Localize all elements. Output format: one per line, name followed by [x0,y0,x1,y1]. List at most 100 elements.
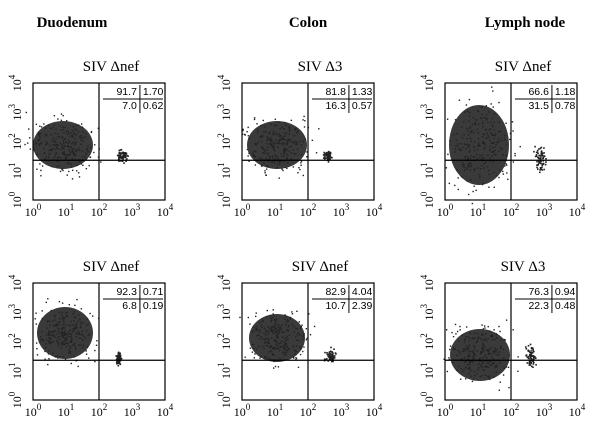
event-dot [63,332,65,334]
event-dot [464,166,466,169]
event-dot [74,138,76,140]
event-dot [119,355,122,358]
event-dot [485,129,487,131]
event-dot [116,355,118,357]
tick-exponent: 1 [279,202,284,212]
event-dot [288,139,291,141]
tick-base: 10 [219,309,233,321]
event-dot [266,337,269,340]
event-dot [72,141,74,143]
event-dot [491,124,494,126]
event-dot [96,340,98,342]
event-dot [277,160,279,162]
event-dot [66,154,69,156]
event-dot [467,164,469,166]
event-dot [275,328,277,330]
event-dot [542,157,544,160]
event-dot [333,355,336,357]
event-dot [261,135,263,138]
event-dot [71,178,74,180]
event-dot [48,330,50,332]
event-dot [249,347,252,349]
event-dot [68,349,70,351]
tick-exponent: 4 [581,202,586,212]
event-dot [512,130,514,132]
event-dot [247,155,249,157]
event-dot [262,119,264,122]
event-dot [70,146,72,148]
event-dot [78,337,81,339]
event-dot [507,366,510,369]
event-dot [75,150,77,153]
event-dot [64,158,67,160]
event-dot [474,169,476,171]
tick-exponent: 1 [419,363,429,368]
event-dot [491,117,494,119]
x-tick-label: 102 [91,402,108,419]
event-dot [62,317,65,320]
event-dot [119,363,122,366]
event-dot [76,298,78,301]
event-dot [267,160,270,162]
event-dot [278,326,280,328]
event-dot [268,132,270,135]
event-dot [56,355,58,358]
event-dot [309,333,312,336]
y-tick-label: 104 [419,74,436,91]
event-dot [285,315,288,318]
event-dot [59,317,61,320]
event-dot [530,362,532,365]
event-dot [477,138,480,140]
event-dot [62,334,64,337]
event-dot [255,325,258,328]
event-dot [477,144,479,147]
event-dot [465,326,468,328]
event-dot [542,162,545,165]
event-dot [47,332,50,335]
tick-base: 10 [10,367,24,379]
event-dot [75,134,78,136]
event-dot [514,154,516,157]
event-dot [299,140,301,143]
tick-base: 10 [422,279,436,291]
event-dot [29,137,31,139]
event-dot [262,147,264,150]
event-dot [260,324,263,327]
event-dot [469,331,471,334]
event-dot [326,155,329,157]
event-dot [492,338,494,341]
event-dot [70,362,73,365]
event-dot [300,347,302,350]
event-dot [36,153,38,155]
event-dot [285,124,288,127]
event-dot [69,341,72,344]
event-dot [505,122,507,124]
tick-base: 10 [333,405,345,419]
event-dot [82,131,84,133]
event-dot [483,116,486,119]
cell-population [249,314,305,362]
event-dot [256,142,259,145]
event-dot [468,360,471,363]
event-dot [255,143,257,145]
event-dot [499,381,501,383]
event-dot [68,146,70,148]
event-dot [299,327,302,329]
event-dot [78,147,80,149]
tick-base: 10 [10,338,24,350]
event-dot [327,161,330,163]
event-dot [498,176,500,179]
event-dot [264,337,267,340]
event-dot [283,128,285,130]
event-dot [263,332,265,334]
event-dot [70,132,72,134]
y-tick-label: 104 [7,74,24,91]
event-dot [281,155,283,158]
event-dot [279,134,282,136]
event-dot [543,147,545,149]
tick-exponent: 0 [216,391,226,396]
event-dot [328,356,330,358]
event-dot [58,343,61,345]
y-tick-label: 103 [419,304,436,321]
event-dot [49,342,51,345]
